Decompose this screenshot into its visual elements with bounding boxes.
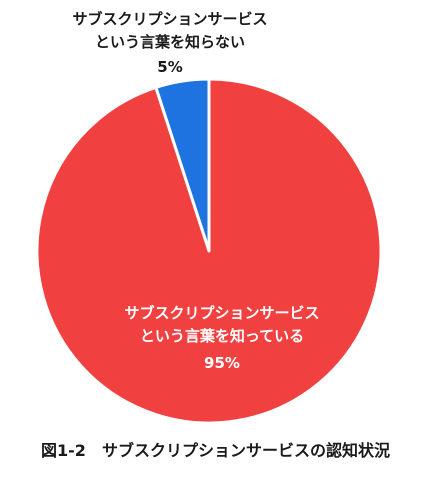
pie-slices: [35, 77, 383, 425]
pie-slice-aware: [35, 77, 383, 425]
chart-caption: 図1-2 サブスクリプションサービスの認知状況: [41, 441, 390, 460]
slice-value-aware: 95%: [204, 354, 240, 372]
slice-labels: サブスクリプションサービスという言葉を知らない5%サブスクリプションサービスとい…: [72, 10, 319, 372]
slice-value-not-aware: 5%: [157, 58, 182, 76]
slice-label-not-aware-line: サブスクリプションサービス: [72, 10, 267, 28]
slice-label-aware-line: という言葉を知っている: [140, 327, 304, 345]
slice-label-not-aware-line: という言葉を知らない: [95, 33, 245, 51]
slice-label-aware-line: サブスクリプションサービス: [124, 304, 319, 322]
